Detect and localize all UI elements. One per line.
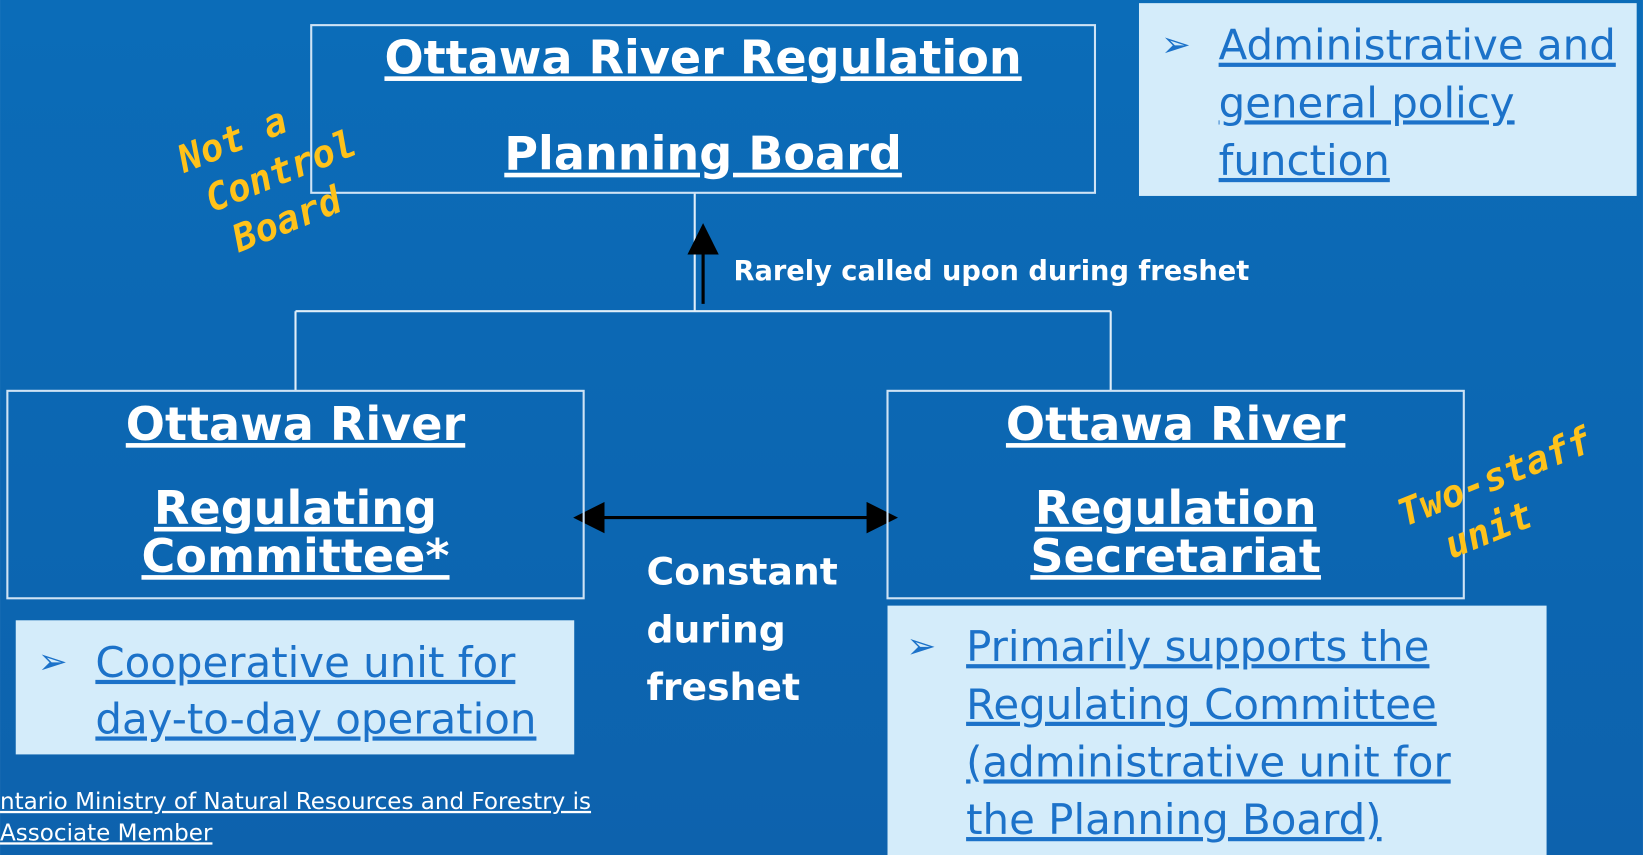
side-link-label: during	[647, 607, 786, 651]
board-note: Administrative and	[1219, 21, 1616, 70]
board-annotation: Not a Control Board	[170, 98, 362, 261]
bullet: ➢	[906, 626, 936, 667]
footnote: Associate Member	[0, 820, 213, 846]
secretariat-note: Regulating Committee	[966, 680, 1437, 729]
committee-title: Regulating	[154, 481, 437, 535]
side-link-label: Constant	[647, 550, 838, 594]
secretariat-box	[886, 389, 1465, 600]
board-note: function	[1219, 136, 1390, 185]
footnote: ntario Ministry of Natural Resources and…	[0, 789, 591, 815]
board-box	[310, 24, 1097, 194]
upward-link-label: Rarely called upon during freshet	[733, 256, 1249, 287]
board-note-box	[1138, 3, 1637, 196]
committee-title: Ottawa River	[126, 397, 466, 451]
bullet: ➢	[38, 642, 68, 683]
secretariat-note-box	[887, 605, 1547, 855]
connectors	[294, 192, 1112, 534]
secretariat-title: Secretariat	[1030, 529, 1321, 583]
secretariat-note: Primarily supports the	[966, 622, 1429, 671]
board-title: Ottawa River Regulation	[384, 30, 1021, 84]
board-note: general policy	[1219, 78, 1515, 127]
side-link-label: freshet	[647, 665, 801, 709]
committee-title: Committee*	[141, 529, 449, 583]
committee-note: Cooperative unit for	[95, 638, 516, 687]
board-title: Planning Board	[504, 127, 902, 181]
secretariat-note: the Planning Board)	[966, 795, 1381, 844]
committee-note: day-to-day operation	[95, 694, 536, 743]
secretariat-title: Ottawa River	[1006, 397, 1346, 451]
committee-box	[6, 389, 585, 600]
bullet: ➢	[1161, 25, 1191, 66]
secretariat-title: Regulation	[1035, 481, 1317, 535]
committee-note-box	[15, 620, 575, 755]
secretariat-note: (administrative unit for	[966, 737, 1451, 786]
